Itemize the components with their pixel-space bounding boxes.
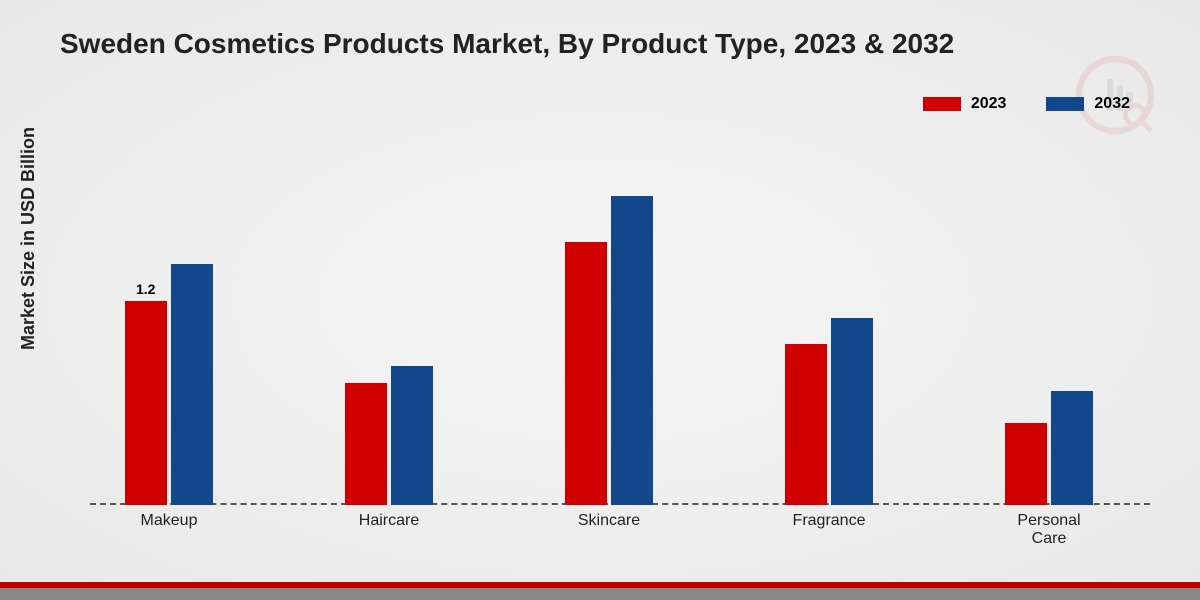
x-axis-label: Fragrance <box>793 512 866 530</box>
chart-title: Sweden Cosmetics Products Market, By Pro… <box>60 28 954 60</box>
bar <box>125 301 167 505</box>
bar-group <box>1005 391 1093 505</box>
legend: 2023 2032 <box>923 95 1130 113</box>
bar <box>565 242 607 506</box>
bar <box>345 383 387 505</box>
bar <box>171 264 213 505</box>
bar <box>785 344 827 506</box>
bar <box>391 366 433 505</box>
bottom-accent-bar <box>0 582 1200 600</box>
legend-label-2023: 2023 <box>971 95 1007 113</box>
legend-label-2032: 2032 <box>1094 95 1130 113</box>
bar <box>831 318 873 505</box>
x-axis-label: Makeup <box>141 512 198 530</box>
x-axis-label: Haircare <box>359 512 419 530</box>
legend-swatch-2023 <box>923 97 961 111</box>
bar-group <box>565 196 653 505</box>
y-axis-label: Market Size in USD Billion <box>18 127 39 350</box>
legend-item-2023: 2023 <box>923 95 1007 113</box>
bar <box>1005 423 1047 505</box>
bar-value-label: 1.2 <box>136 281 155 297</box>
bar-group: 1.2 <box>125 264 213 505</box>
x-axis-label: PersonalCare <box>1017 512 1080 548</box>
bar <box>611 196 653 505</box>
bar <box>1051 391 1093 505</box>
bar-group <box>345 366 433 505</box>
x-axis-label: Skincare <box>578 512 640 530</box>
chart-area: 1.2 <box>90 165 1150 505</box>
bar-group <box>785 318 873 505</box>
legend-item-2032: 2032 <box>1046 95 1130 113</box>
legend-swatch-2032 <box>1046 97 1084 111</box>
